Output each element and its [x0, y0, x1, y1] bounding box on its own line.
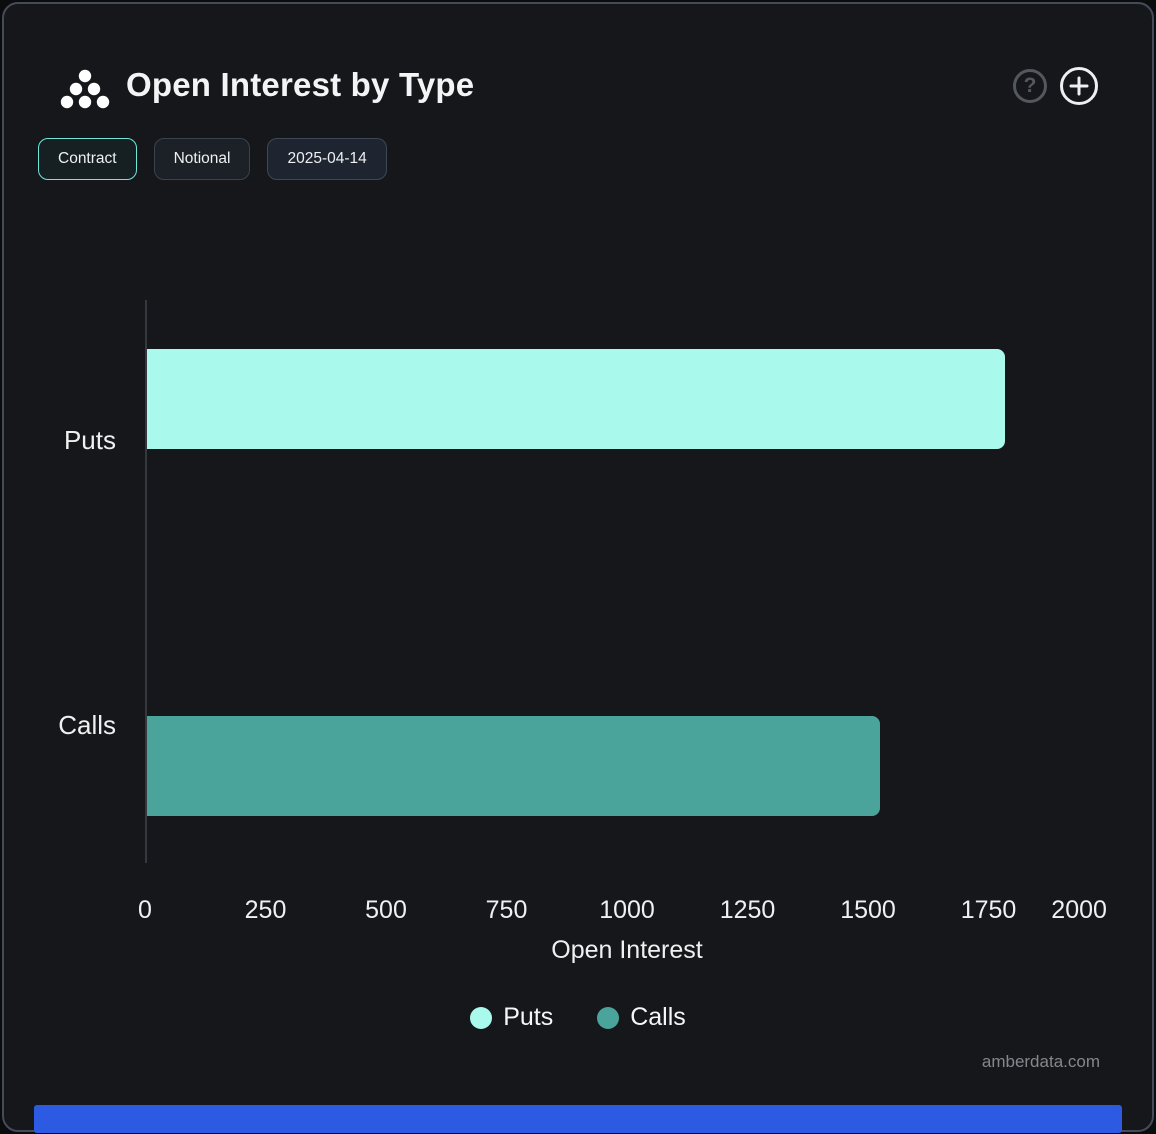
- plot-area: [145, 300, 1109, 863]
- toolbar: Contract Notional 2025-04-14: [38, 138, 387, 180]
- chart-legend: Puts Calls: [4, 1003, 1152, 1032]
- date-picker-button[interactable]: 2025-04-14: [267, 138, 387, 180]
- x-tick: 1250: [719, 896, 776, 924]
- y-category-label-puts: Puts: [63, 425, 116, 455]
- toggle-notional-button[interactable]: Notional: [153, 138, 251, 180]
- x-axis-title: Open Interest: [551, 936, 703, 964]
- x-tick: 500: [365, 896, 407, 924]
- help-icon[interactable]: ?: [1013, 69, 1047, 103]
- x-tick: 1750: [960, 896, 1017, 924]
- calls-legend-swatch-icon: [597, 1006, 620, 1029]
- add-expand-icon[interactable]: [1060, 67, 1098, 105]
- page-title: Open Interest by Type: [126, 66, 475, 103]
- amberdata-logo-icon: [60, 69, 110, 109]
- x-tick: 0: [138, 896, 152, 924]
- y-axis-line: [145, 300, 147, 863]
- legend-label: Calls: [630, 1003, 686, 1031]
- y-category-label-calls: Calls: [58, 710, 116, 740]
- toggle-contract-button[interactable]: Contract: [38, 138, 137, 180]
- x-tick: 1000: [599, 896, 655, 924]
- plus-glyph: [1069, 76, 1089, 96]
- puts-legend-swatch-icon: [470, 1006, 493, 1029]
- legend-item-calls[interactable]: Calls: [597, 1003, 686, 1032]
- legend-item-puts[interactable]: Puts: [470, 1003, 553, 1032]
- x-axis-ticks: 0 250 500 750 1000 1250 1500 1750 2000: [138, 896, 1109, 928]
- legend-label: Puts: [503, 1003, 554, 1031]
- bottom-scrollbar[interactable]: [34, 1105, 1122, 1133]
- x-tick: 1500: [840, 896, 896, 924]
- x-tick: 750: [485, 896, 528, 924]
- x-tick: 2000: [1051, 896, 1107, 924]
- calls-bar[interactable]: [147, 716, 880, 816]
- watermark-text: amberdata.com: [981, 1052, 1100, 1071]
- puts-bar[interactable]: [147, 349, 1005, 449]
- question-mark-glyph: ?: [1023, 74, 1037, 97]
- x-tick: 250: [244, 896, 287, 924]
